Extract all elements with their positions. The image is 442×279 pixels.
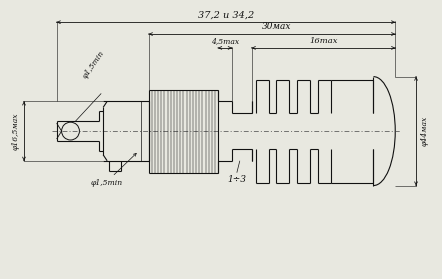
Text: φ1,5min: φ1,5min — [81, 49, 106, 80]
Text: φ1,5min: φ1,5min — [91, 179, 123, 187]
Text: 4,5max: 4,5max — [211, 37, 239, 45]
Text: 37,2 и 34,2: 37,2 и 34,2 — [198, 10, 254, 19]
Text: 30мах: 30мах — [262, 22, 292, 31]
Text: 16maх: 16maх — [309, 37, 338, 45]
Text: φ16,5мах: φ16,5мах — [12, 112, 20, 150]
Text: φ44мах: φ44мах — [421, 116, 429, 146]
Text: 1÷3: 1÷3 — [227, 175, 246, 184]
